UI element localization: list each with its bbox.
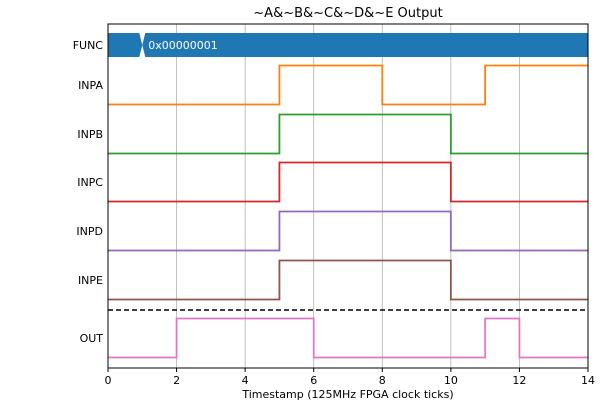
bus-segment <box>142 33 589 57</box>
plot-frame <box>107 23 589 369</box>
trace-inpd <box>108 210 588 252</box>
signal-label-inpa: INPA <box>78 79 103 92</box>
x-tick-label: 8 <box>379 374 386 387</box>
signal-label-out: OUT <box>80 332 104 345</box>
chart-title: ~A&~B&~C&~D&~E Output <box>253 6 442 21</box>
x-axis-label: Timestamp (125MHz FPGA clock ticks) <box>241 388 453 401</box>
x-tick-label: 6 <box>310 374 317 387</box>
grid-lines <box>107 24 589 368</box>
func-bus: 0x00000001 <box>108 33 589 57</box>
signal-label-inpd: INPD <box>76 225 103 238</box>
trace-inpa <box>108 64 588 106</box>
signal-label-inpe: INPE <box>78 274 103 287</box>
signal-label-inpb: INPB <box>77 128 103 141</box>
x-tick-label: 14 <box>581 374 595 387</box>
x-tick-label: 10 <box>444 374 458 387</box>
x-tick-label: 4 <box>242 374 249 387</box>
x-tick-label: 2 <box>173 374 180 387</box>
x-tick-label: 12 <box>512 374 526 387</box>
signal-label-inpc: INPC <box>77 176 103 189</box>
bus-segment <box>108 33 143 57</box>
x-axis-ticks: 0 2 4 6 8 10 12 14 <box>105 368 595 387</box>
trace-inpb <box>108 113 588 155</box>
signal-label-func: FUNC <box>73 39 104 52</box>
trace-out <box>108 317 588 359</box>
x-tick-label: 0 <box>105 374 112 387</box>
trace-inpe <box>108 259 588 301</box>
bus-value-label: 0x00000001 <box>148 39 218 52</box>
signal-labels: FUNC INPA INPB INPC INPD INPE OUT <box>73 39 104 345</box>
signal-traces <box>108 64 588 359</box>
trace-inpc <box>108 161 588 203</box>
